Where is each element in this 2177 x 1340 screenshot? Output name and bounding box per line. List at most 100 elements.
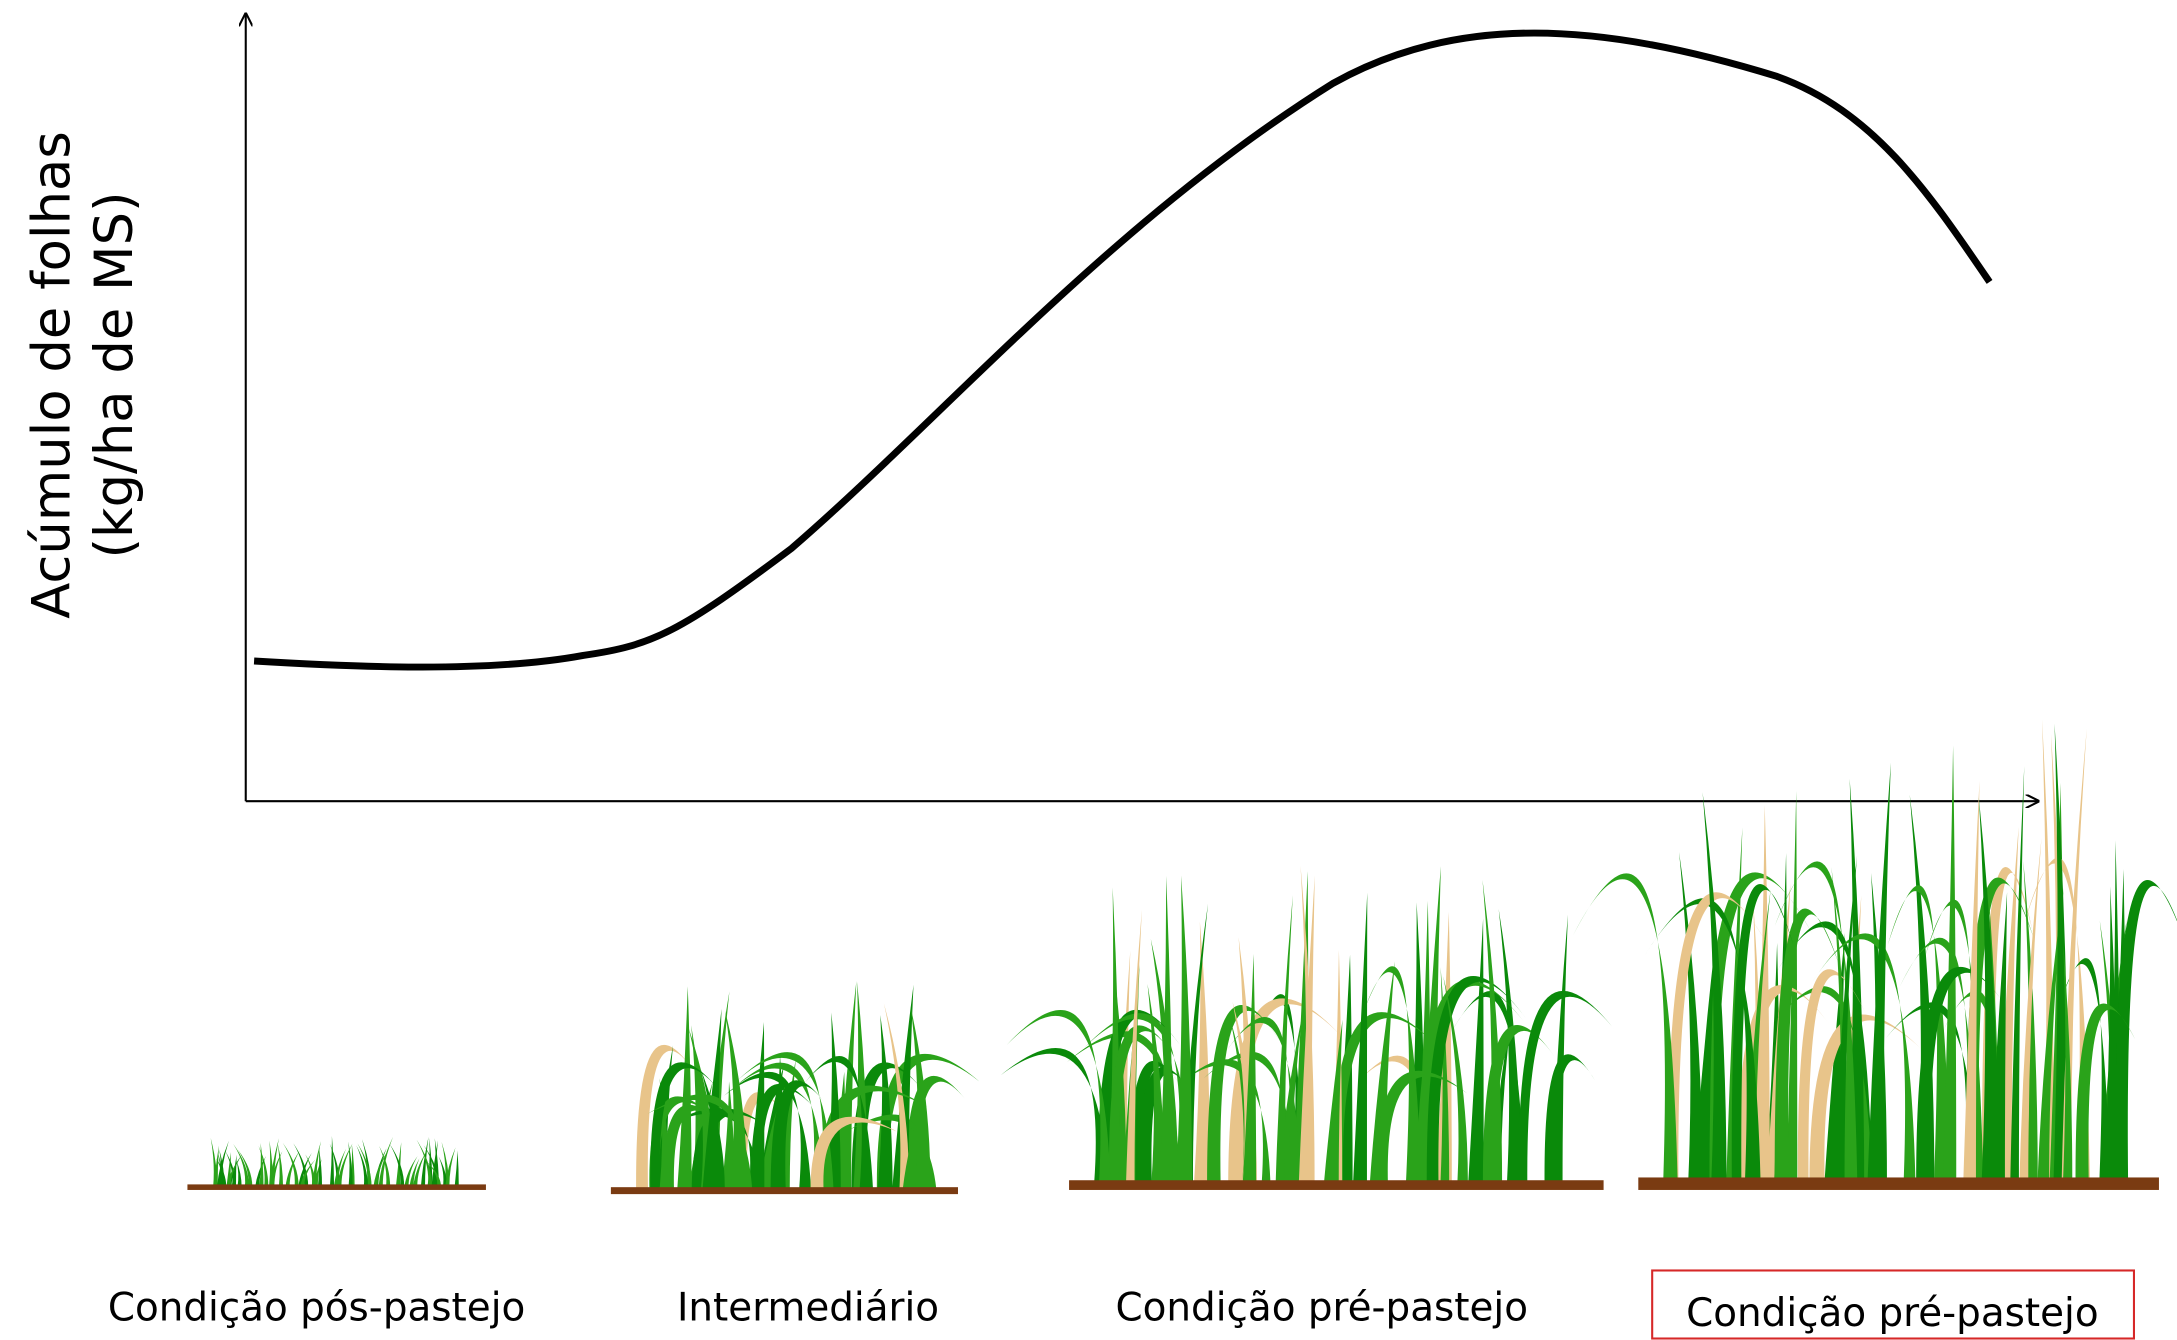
grass-blade <box>636 1044 696 1190</box>
grass-blade <box>317 1147 323 1188</box>
soil <box>1638 1177 2159 1190</box>
grass-blade <box>1443 976 1468 1184</box>
y-label-line: (kg/ha de MS) <box>84 191 145 558</box>
grass-blade <box>389 1143 405 1188</box>
grass-blade <box>1006 1010 1111 1184</box>
grass-blade <box>216 1140 229 1188</box>
grass-blade <box>1679 852 1703 1181</box>
grass-blade <box>233 1143 250 1188</box>
grass-blade <box>1300 865 1315 1184</box>
grass-blade <box>1147 983 1165 1184</box>
grass-blade <box>1228 998 1341 1184</box>
grass-blade <box>426 1161 442 1188</box>
grass-blade <box>902 1083 929 1190</box>
grass-blade <box>1518 990 1615 1184</box>
grass-blade <box>1572 873 1678 1181</box>
stage-label: Condição pré-pastejo <box>1116 1285 1528 1330</box>
grass-blade <box>1108 1025 1175 1184</box>
grass-blade <box>258 1146 269 1188</box>
grass-blade <box>219 1149 225 1188</box>
grass-blade <box>236 1160 242 1188</box>
y-label-line: Acúmulo de folhas <box>21 131 82 619</box>
grass-blade <box>724 1071 812 1190</box>
grass-blade <box>662 1104 720 1190</box>
grass-blade <box>1226 1016 1301 1184</box>
grass-blade <box>333 1148 347 1188</box>
grass-blade <box>311 1141 321 1188</box>
grass-blade <box>337 1143 353 1188</box>
grass-blade <box>378 1136 394 1188</box>
grass-blade <box>413 1150 428 1188</box>
grass-blade <box>1811 933 1916 1181</box>
grass-blade <box>677 986 692 1190</box>
soil <box>610 1187 958 1195</box>
grass-blade <box>1126 909 1142 1184</box>
grass-blade <box>1942 745 1957 1181</box>
grass-blade <box>1353 892 1368 1184</box>
grass-blade <box>838 980 857 1190</box>
grass-blade <box>2019 837 2042 1181</box>
grass-blade <box>2113 879 2177 1181</box>
grass-blade <box>237 1149 253 1188</box>
grass-blade <box>1809 1014 1921 1181</box>
grass-blade <box>282 1142 299 1188</box>
grass-blade <box>877 1014 893 1190</box>
grass-blade <box>231 1154 237 1188</box>
grass-blade <box>770 1080 825 1190</box>
grass-blade <box>373 1150 389 1188</box>
grass-blade <box>1194 921 1211 1184</box>
grass-blade <box>1000 1047 1109 1184</box>
grass-blade <box>277 1143 284 1188</box>
grass-blade <box>379 1145 391 1188</box>
grass-blade <box>270 1151 283 1188</box>
grass-blade <box>1755 804 1770 1181</box>
grass-blade <box>420 1136 429 1188</box>
grass-blade <box>1797 969 1865 1181</box>
grass-blade <box>810 1116 898 1190</box>
grass-blade <box>910 1006 931 1190</box>
grass-blade <box>454 1150 459 1188</box>
grass-blade <box>1731 884 1794 1181</box>
grass-blade <box>416 1139 433 1188</box>
stage-label: Condição pós-pastejo <box>108 1285 525 1330</box>
grass-blade <box>750 1083 813 1190</box>
grass-blade <box>298 1152 312 1188</box>
grass-blade <box>1667 892 1771 1181</box>
grass-blade <box>804 1056 874 1190</box>
grass-blade <box>2063 943 2073 1181</box>
grass-blade <box>851 1062 922 1190</box>
grass-blade <box>1774 908 1839 1181</box>
grass-blade <box>1137 1066 1191 1184</box>
grass-blade <box>348 1141 353 1188</box>
grass-blade <box>226 1160 239 1188</box>
grass-blade <box>300 1159 316 1188</box>
grass-blade <box>1963 780 1980 1181</box>
grass-blade <box>1323 1019 1343 1184</box>
grass-blade <box>1468 918 1484 1184</box>
stage-label: Intermediário <box>677 1285 939 1330</box>
grass-illustrations <box>187 719 2177 1195</box>
grass-blade <box>647 1094 753 1190</box>
grass-blade <box>404 1156 418 1188</box>
grass-blade <box>1644 898 1761 1181</box>
grass-blade <box>285 1150 300 1188</box>
grass-blade <box>1834 855 1858 1181</box>
grass-blade <box>2059 958 2110 1181</box>
grass-blade <box>1426 975 1526 1184</box>
grass-blade <box>409 1158 420 1188</box>
grass-blade <box>1965 877 2034 1181</box>
grass-blade <box>1176 875 1193 1184</box>
grass-blade <box>259 1143 264 1188</box>
grass-blade <box>1242 954 1257 1184</box>
grass-blade <box>1981 867 2033 1181</box>
highlight-box <box>1651 1269 2136 1340</box>
grass-blade <box>2104 886 2118 1181</box>
grass-blade <box>650 1062 718 1190</box>
grass-blade <box>213 1145 219 1188</box>
grass-blade <box>1369 961 1395 1184</box>
grass-blade <box>1207 1005 1280 1184</box>
grass-blade <box>1498 908 1521 1184</box>
stage-label: Condição pré-pastejo <box>1686 1291 2098 1336</box>
soil <box>187 1184 486 1190</box>
